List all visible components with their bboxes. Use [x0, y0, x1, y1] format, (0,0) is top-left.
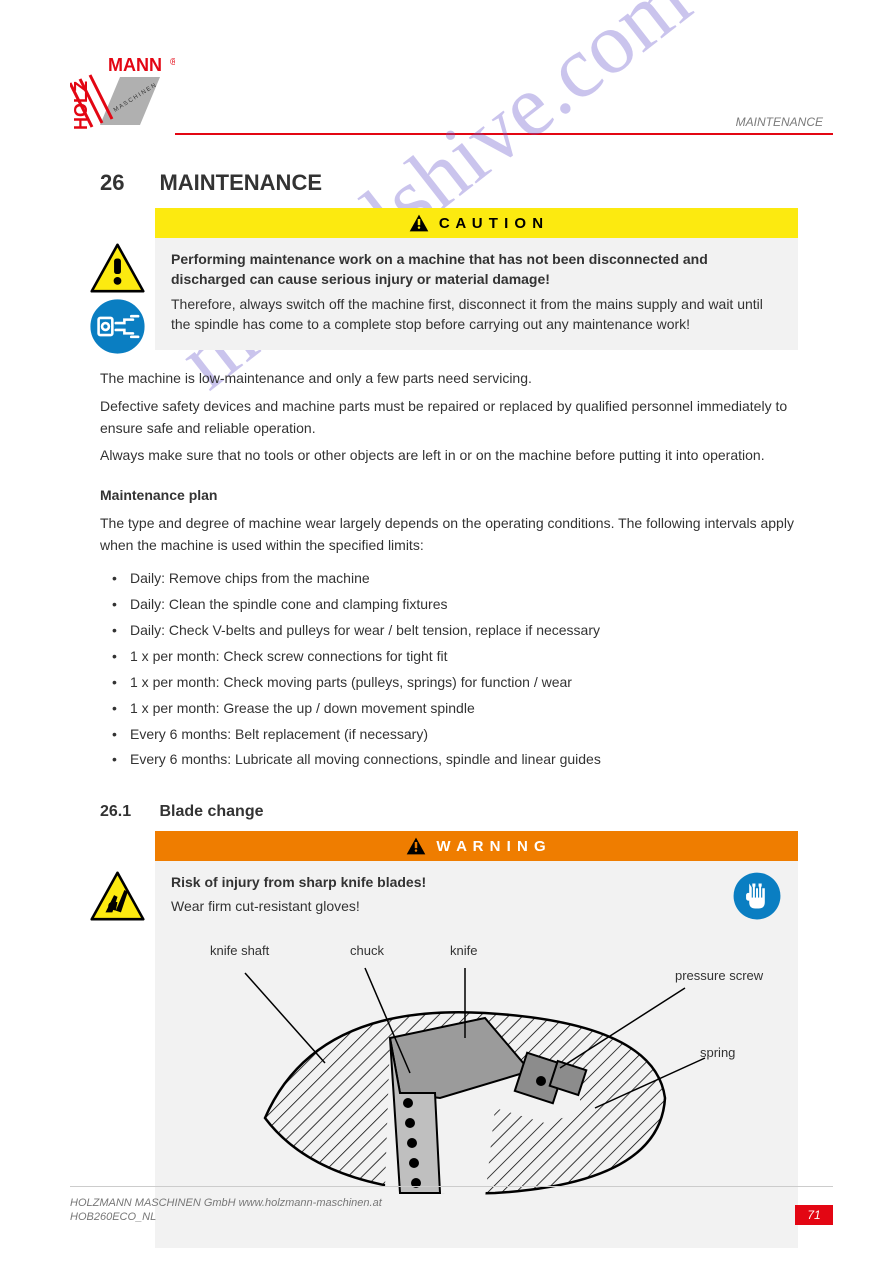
brand-logo: MANN ® M A S C H I N E N HOLZ: [70, 55, 175, 130]
footer-model: HOB260ECO_NL: [70, 1211, 833, 1223]
label-pressure-screw: pressure screw: [675, 968, 763, 983]
warning-text-bold: Risk of injury from sharp knife blades!: [171, 873, 782, 893]
page-number-badge: 71: [795, 1205, 833, 1225]
main-content: 26 MAINTENANCE: [100, 170, 798, 1248]
intro-p2: Defective safety devices and machine par…: [100, 396, 798, 439]
warning-banner: W A R N I N G: [155, 831, 798, 861]
list-item: 1 x per month: Check moving parts (pulle…: [130, 670, 798, 696]
caution-banner: C A U T I O N: [155, 208, 798, 238]
caution-text-bold: Performing maintenance work on a machine…: [171, 250, 782, 289]
section-heading: 26 MAINTENANCE: [100, 170, 798, 196]
subsection-title: Blade change: [159, 803, 263, 820]
subsection-heading: 26.1 Blade change: [100, 803, 798, 821]
warning-triangle-icon: [90, 243, 145, 293]
warning-body: Risk of injury from sharp knife blades! …: [155, 861, 798, 932]
label-knife: knife: [450, 943, 477, 958]
header-rule: [175, 133, 833, 135]
label-spring: spring: [700, 1045, 735, 1060]
banner-warning-icon: [406, 837, 426, 855]
logo-mann: MANN: [108, 55, 162, 75]
caution-banner-label: C A U T I O N: [439, 215, 544, 232]
gloves-icon: [732, 871, 782, 921]
list-item: 1 x per month: Grease the up / down move…: [130, 696, 798, 722]
list-item: Daily: Remove chips from the machine: [130, 566, 798, 592]
caution-text-plain: Therefore, always switch off the machine…: [171, 295, 782, 334]
label-knife-shaft: knife shaft: [210, 943, 269, 958]
page-footer: HOLZMANN MASCHINEN GmbH www.holzmann-mas…: [70, 1186, 833, 1223]
intro-p3: Always make sure that no tools or other …: [100, 445, 798, 467]
plan-lead: The type and degree of machine wear larg…: [100, 513, 798, 556]
warning-banner-label: W A R N I N G: [436, 838, 546, 855]
warning-side-icons: [90, 871, 145, 921]
caution-side-icons: [90, 243, 145, 354]
plan-title: Maintenance plan: [100, 485, 798, 507]
warning-text-plain: Wear firm cut-resistant gloves!: [171, 897, 782, 917]
list-item: Daily: Check V-belts and pulleys for wea…: [130, 618, 798, 644]
svg-text:®: ®: [170, 57, 175, 68]
breadcrumb: MAINTENANCE: [736, 115, 823, 129]
list-item: Daily: Clean the spindle cone and clampi…: [130, 592, 798, 618]
hand-cut-icon: [90, 871, 145, 921]
section-title: MAINTENANCE: [159, 170, 322, 195]
page-header: MANN ® M A S C H I N E N HOLZ MAINTENANC…: [70, 55, 833, 145]
intro-p1: The machine is low-maintenance and only …: [100, 368, 798, 390]
list-item: Every 6 months: Lubricate all moving con…: [130, 747, 798, 773]
footer-text: HOLZMANN MASCHINEN GmbH www.holzmann-mas…: [70, 1197, 382, 1209]
maintenance-list: Daily: Remove chips from the machine Dai…: [130, 566, 798, 773]
unplug-icon: [90, 299, 145, 354]
banner-warning-icon: [409, 214, 429, 232]
label-chuck: chuck: [350, 943, 384, 958]
list-item: 1 x per month: Check screw connections f…: [130, 644, 798, 670]
subsection-number: 26.1: [100, 803, 155, 821]
blade-diagram-svg: [185, 943, 745, 1223]
footer-rule: [70, 1186, 833, 1187]
caution-block: C A U T I O N Performing maintenance wor…: [100, 208, 798, 350]
list-item: Every 6 months: Belt replacement (if nec…: [130, 722, 798, 748]
section-number: 26: [100, 170, 155, 196]
caution-body: Performing maintenance work on a machine…: [155, 238, 798, 350]
